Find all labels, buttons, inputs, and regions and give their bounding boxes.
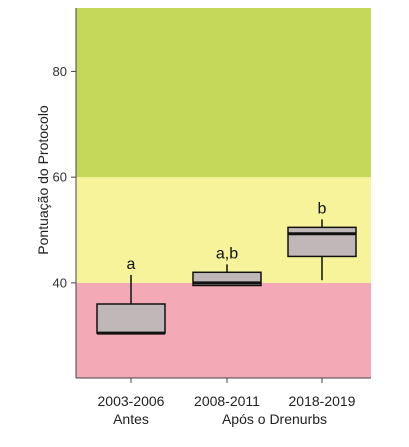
whiskers <box>130 219 323 304</box>
y-axis-title: Pontuação do Protocolo <box>35 105 51 255</box>
significance-letter-0: a <box>127 256 136 273</box>
x-tick-label-0: 2003-2006 <box>98 393 165 409</box>
axes: 40 60 80 2003-2006 2008-2011 2018-2019 Antes Ap… <box>53 8 371 427</box>
x-tick-label-2: 2018-2019 <box>289 393 356 409</box>
significance-letter-1: a,b <box>216 245 238 262</box>
y-tick-label-1: 60 <box>53 170 67 185</box>
x-tick-label-1: 2008-2011 <box>194 393 260 409</box>
box-2 <box>287 226 357 258</box>
box-0 <box>96 303 166 334</box>
group-label-0: Antes <box>113 411 149 427</box>
significance-letters: a a,b b <box>127 200 327 272</box>
y-tick-label-0: 40 <box>53 275 67 290</box>
significance-letter-2: b <box>318 200 327 217</box>
group-label-1: Após o Drenurbs <box>222 411 327 427</box>
y-tick-label-2: 80 <box>53 64 67 79</box>
boxes <box>96 226 357 335</box>
score-band-2 <box>76 8 371 178</box>
